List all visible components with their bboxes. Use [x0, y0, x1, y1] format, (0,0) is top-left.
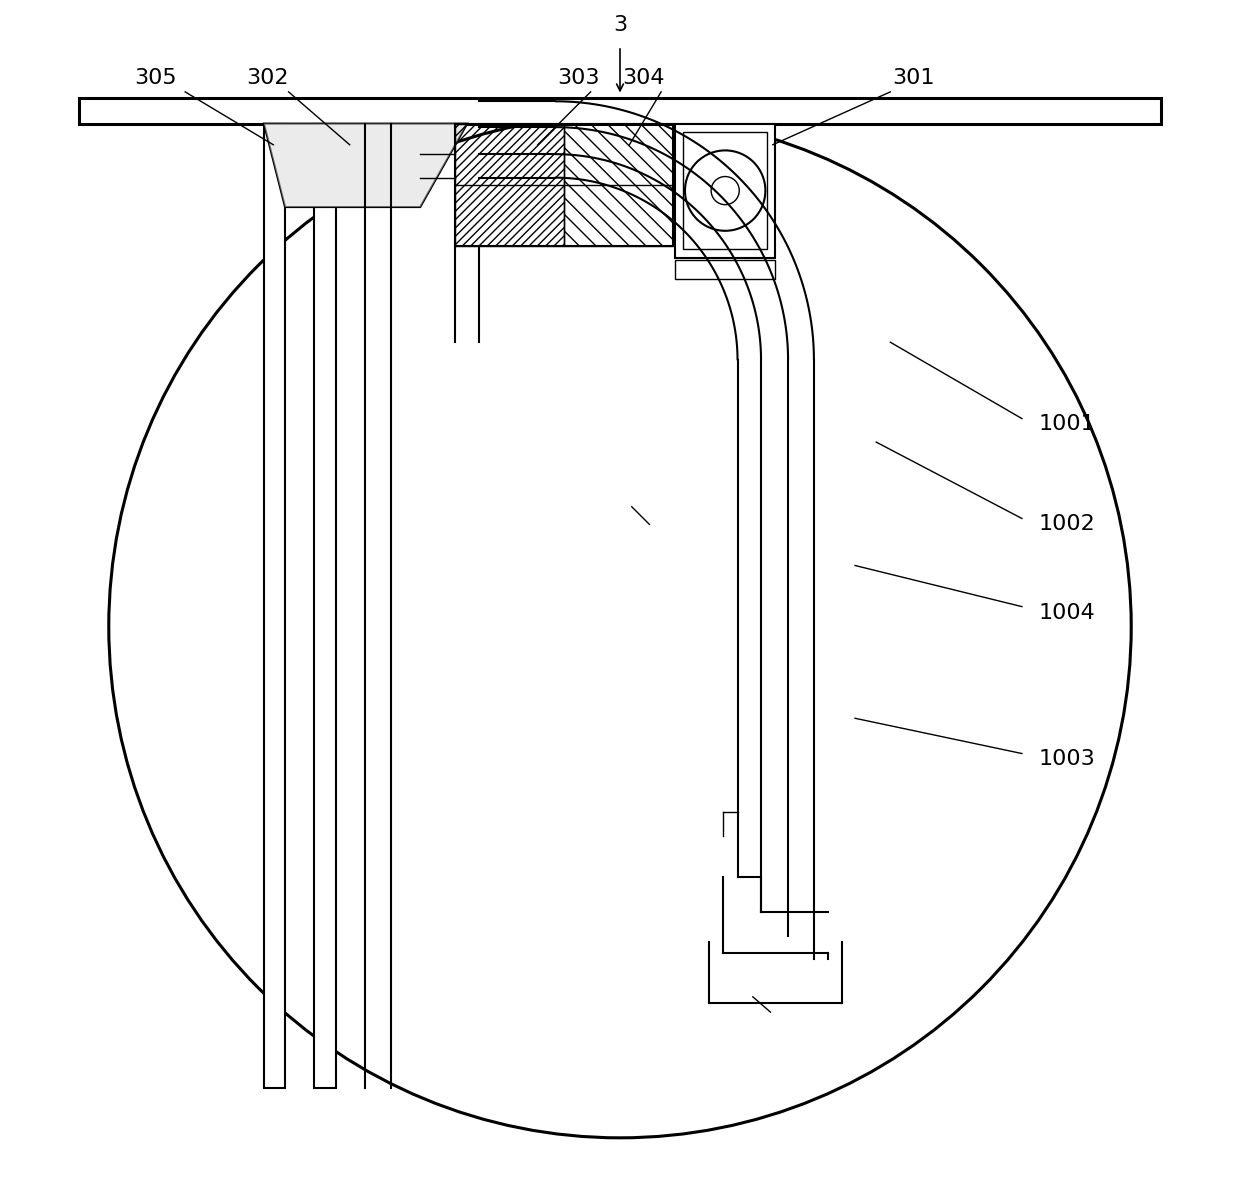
Bar — [676, 124, 775, 258]
Bar — [315, 124, 336, 1088]
Text: 3: 3 — [613, 15, 627, 35]
Text: 301: 301 — [893, 68, 935, 88]
Bar — [264, 124, 285, 1088]
Text: 1001: 1001 — [1038, 415, 1095, 435]
Bar — [676, 260, 775, 279]
Text: 1003: 1003 — [1038, 749, 1095, 769]
Text: 304: 304 — [622, 68, 665, 88]
Text: 303: 303 — [558, 68, 600, 88]
Bar — [79, 98, 1161, 124]
Bar — [455, 124, 673, 246]
Polygon shape — [264, 124, 467, 207]
Text: 302: 302 — [247, 68, 289, 88]
Text: 1002: 1002 — [1038, 515, 1095, 535]
Bar — [683, 132, 766, 250]
Text: 1004: 1004 — [1038, 602, 1095, 622]
Text: 305: 305 — [134, 68, 177, 88]
Polygon shape — [264, 124, 467, 207]
